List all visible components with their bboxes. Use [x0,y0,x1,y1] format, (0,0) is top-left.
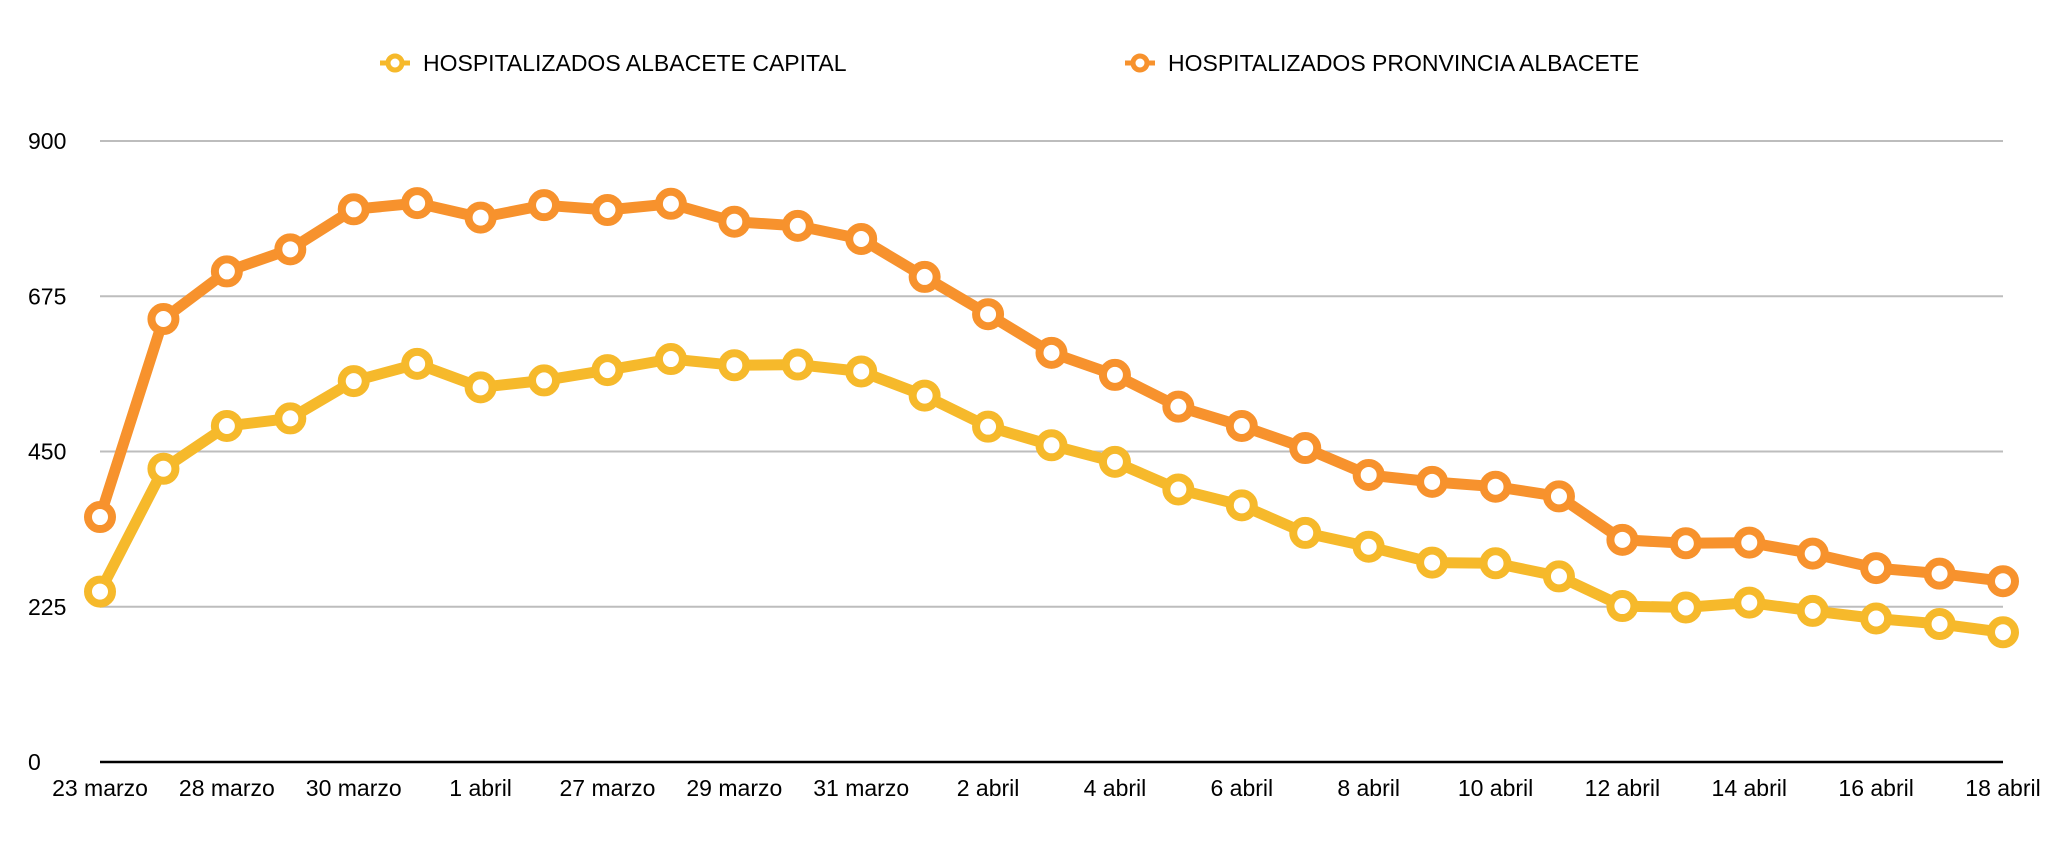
y-tick-label: 0 [28,749,41,775]
data-point [1987,565,2019,598]
data-point [1606,523,1639,556]
data-point [337,193,370,226]
series-line [94,353,2009,638]
data-point [1352,530,1385,563]
data-point [654,187,687,220]
data-point [1479,470,1512,503]
series-layer [84,187,2019,649]
x-tick-label: 18 abril [1965,775,2040,801]
data-point [84,501,116,534]
y-tick-label: 900 [28,128,66,154]
data-point [845,222,878,255]
data-point [464,371,497,404]
data-point [654,343,687,376]
x-tick-label: 16 abril [1838,775,1913,801]
data-point [1162,473,1195,506]
data-point [972,298,1005,331]
data-point [1923,608,1956,640]
data-point [1796,594,1829,627]
data-point [1606,590,1639,623]
data-point [1035,429,1068,462]
data-point [1479,547,1512,580]
data-point [908,379,941,412]
series-line [94,197,2009,587]
data-point [528,364,561,397]
data-point [972,410,1005,443]
data-point [1733,586,1766,619]
data-point [274,233,307,266]
data-point [464,201,497,234]
legend-label: HOSPITALIZADOS PRONVINCIA ALBACETE [1168,50,1639,76]
data-point [1352,458,1385,491]
data-point [147,452,180,485]
data-point [718,349,751,382]
legend-marker-icon [385,53,405,73]
data-point [1416,546,1449,579]
data-point [210,255,243,288]
x-tick-label: 30 marzo [306,775,402,801]
data-point [1987,616,2019,649]
y-tick-label: 225 [28,594,66,620]
data-point [1225,489,1258,522]
data-point [401,347,434,380]
data-point [591,354,624,387]
data-point [1289,432,1322,465]
x-tick-label: 6 abril [1210,775,1273,801]
x-tick-label: 27 marzo [560,775,656,801]
data-point [1860,602,1893,635]
legend-item: HOSPITALIZADOS PRONVINCIA ALBACETE [1125,50,1639,76]
data-point [1669,527,1702,560]
data-point [1098,445,1131,478]
x-tick-label: 12 abril [1585,775,1660,801]
data-point [1796,537,1829,570]
x-tick-label: 10 abril [1458,775,1533,801]
x-tick-label: 4 abril [1084,775,1147,801]
data-point [908,260,941,293]
data-point [1669,591,1702,624]
data-point [845,355,878,388]
axis-layer: 0 225 450 675 900 23 marzo 28 marzo 30 marzo 1 a… [28,128,2041,801]
y-tick-label: 450 [28,439,66,465]
series-2 [84,187,2019,598]
y-tick-label: 675 [28,283,66,309]
x-tick-label: 1 abril [449,775,512,801]
data-point [210,409,243,442]
data-point [1289,516,1322,549]
x-tick-label: 8 abril [1337,775,1400,801]
data-point [147,303,180,336]
x-tick-label: 14 abril [1712,775,1787,801]
data-point [84,575,116,608]
x-tick-label: 28 marzo [179,775,275,801]
legend: HOSPITALIZADOS ALBACETE CAPITAL HOSPITALI… [380,50,1639,76]
data-point [781,209,814,242]
data-point [1542,480,1575,513]
data-point [718,205,751,238]
data-point [401,187,434,220]
x-tick-label: 23 marzo [52,775,148,801]
legend-marker-icon [1130,53,1150,73]
series-1 [84,343,2019,649]
data-point [528,189,561,222]
data-point [1035,336,1068,369]
data-point [1542,560,1575,593]
data-point [781,348,814,381]
data-point [274,402,307,435]
data-point [337,365,370,398]
data-point [591,194,624,226]
legend-label: HOSPITALIZADOS ALBACETE CAPITAL [423,50,847,76]
data-point [1860,552,1893,585]
data-point [1098,358,1131,391]
legend-item: HOSPITALIZADOS ALBACETE CAPITAL [380,50,847,76]
x-tick-label: 2 abril [957,775,1020,801]
x-tick-label: 29 marzo [686,775,782,801]
data-point [1923,557,1956,590]
data-point [1225,409,1258,442]
data-point [1416,465,1449,498]
data-point [1733,526,1766,559]
x-tick-label: 31 marzo [813,775,909,801]
data-point [1162,390,1195,423]
